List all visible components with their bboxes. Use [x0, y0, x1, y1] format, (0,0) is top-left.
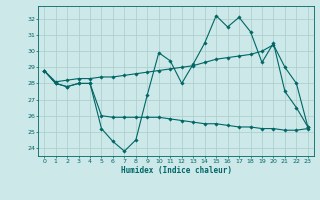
X-axis label: Humidex (Indice chaleur): Humidex (Indice chaleur) [121, 166, 231, 175]
